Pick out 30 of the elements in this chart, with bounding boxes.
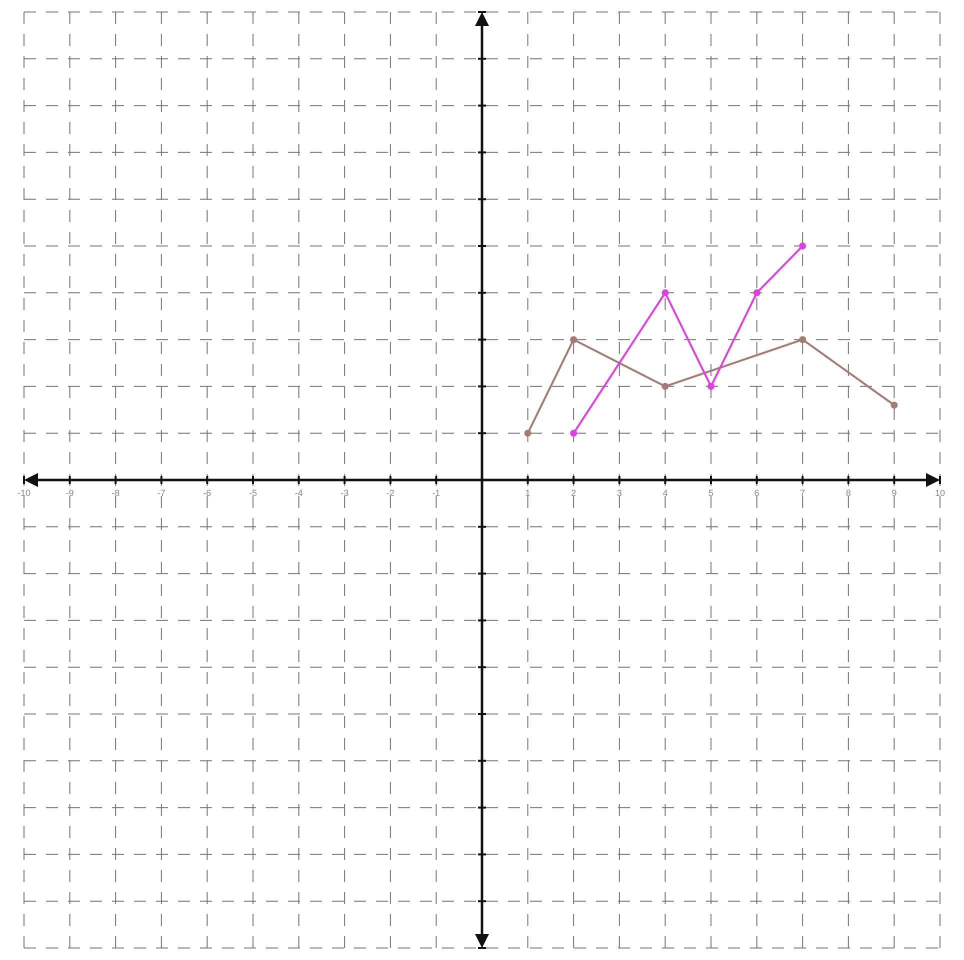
x-tick-label: -4 xyxy=(294,488,303,498)
point xyxy=(524,430,532,437)
x-tick-label: 2 xyxy=(571,488,576,498)
point xyxy=(570,430,578,437)
point xyxy=(570,336,578,344)
x-tick-label: 4 xyxy=(662,488,668,498)
point xyxy=(753,289,760,296)
x-tick-label: 8 xyxy=(846,488,851,498)
x-tick-label: 5 xyxy=(708,488,714,498)
x-tick-label: -10 xyxy=(17,488,31,498)
x-tick-label: 7 xyxy=(800,488,806,498)
x-tick-label: 10 xyxy=(934,488,946,498)
x-tick-label: -7 xyxy=(157,488,166,498)
x-tick-label: 1 xyxy=(525,488,530,498)
point xyxy=(890,402,898,409)
x-tick-label: -2 xyxy=(386,488,394,498)
point xyxy=(662,382,669,390)
x-tick-label: -8 xyxy=(112,488,120,498)
x-tick-label: 9 xyxy=(892,488,897,498)
x-tick-label: -9 xyxy=(66,488,74,498)
x-tick-label: -1 xyxy=(432,488,440,498)
x-tick-label: -5 xyxy=(248,488,258,498)
x-tick-label: 6 xyxy=(754,488,760,498)
x-tick-label: 3 xyxy=(616,488,622,498)
x-tick-label: -3 xyxy=(340,488,349,498)
point xyxy=(662,289,669,296)
point xyxy=(799,336,806,344)
point xyxy=(799,242,806,250)
x-tick-label: -6 xyxy=(203,488,212,498)
point xyxy=(708,382,714,390)
